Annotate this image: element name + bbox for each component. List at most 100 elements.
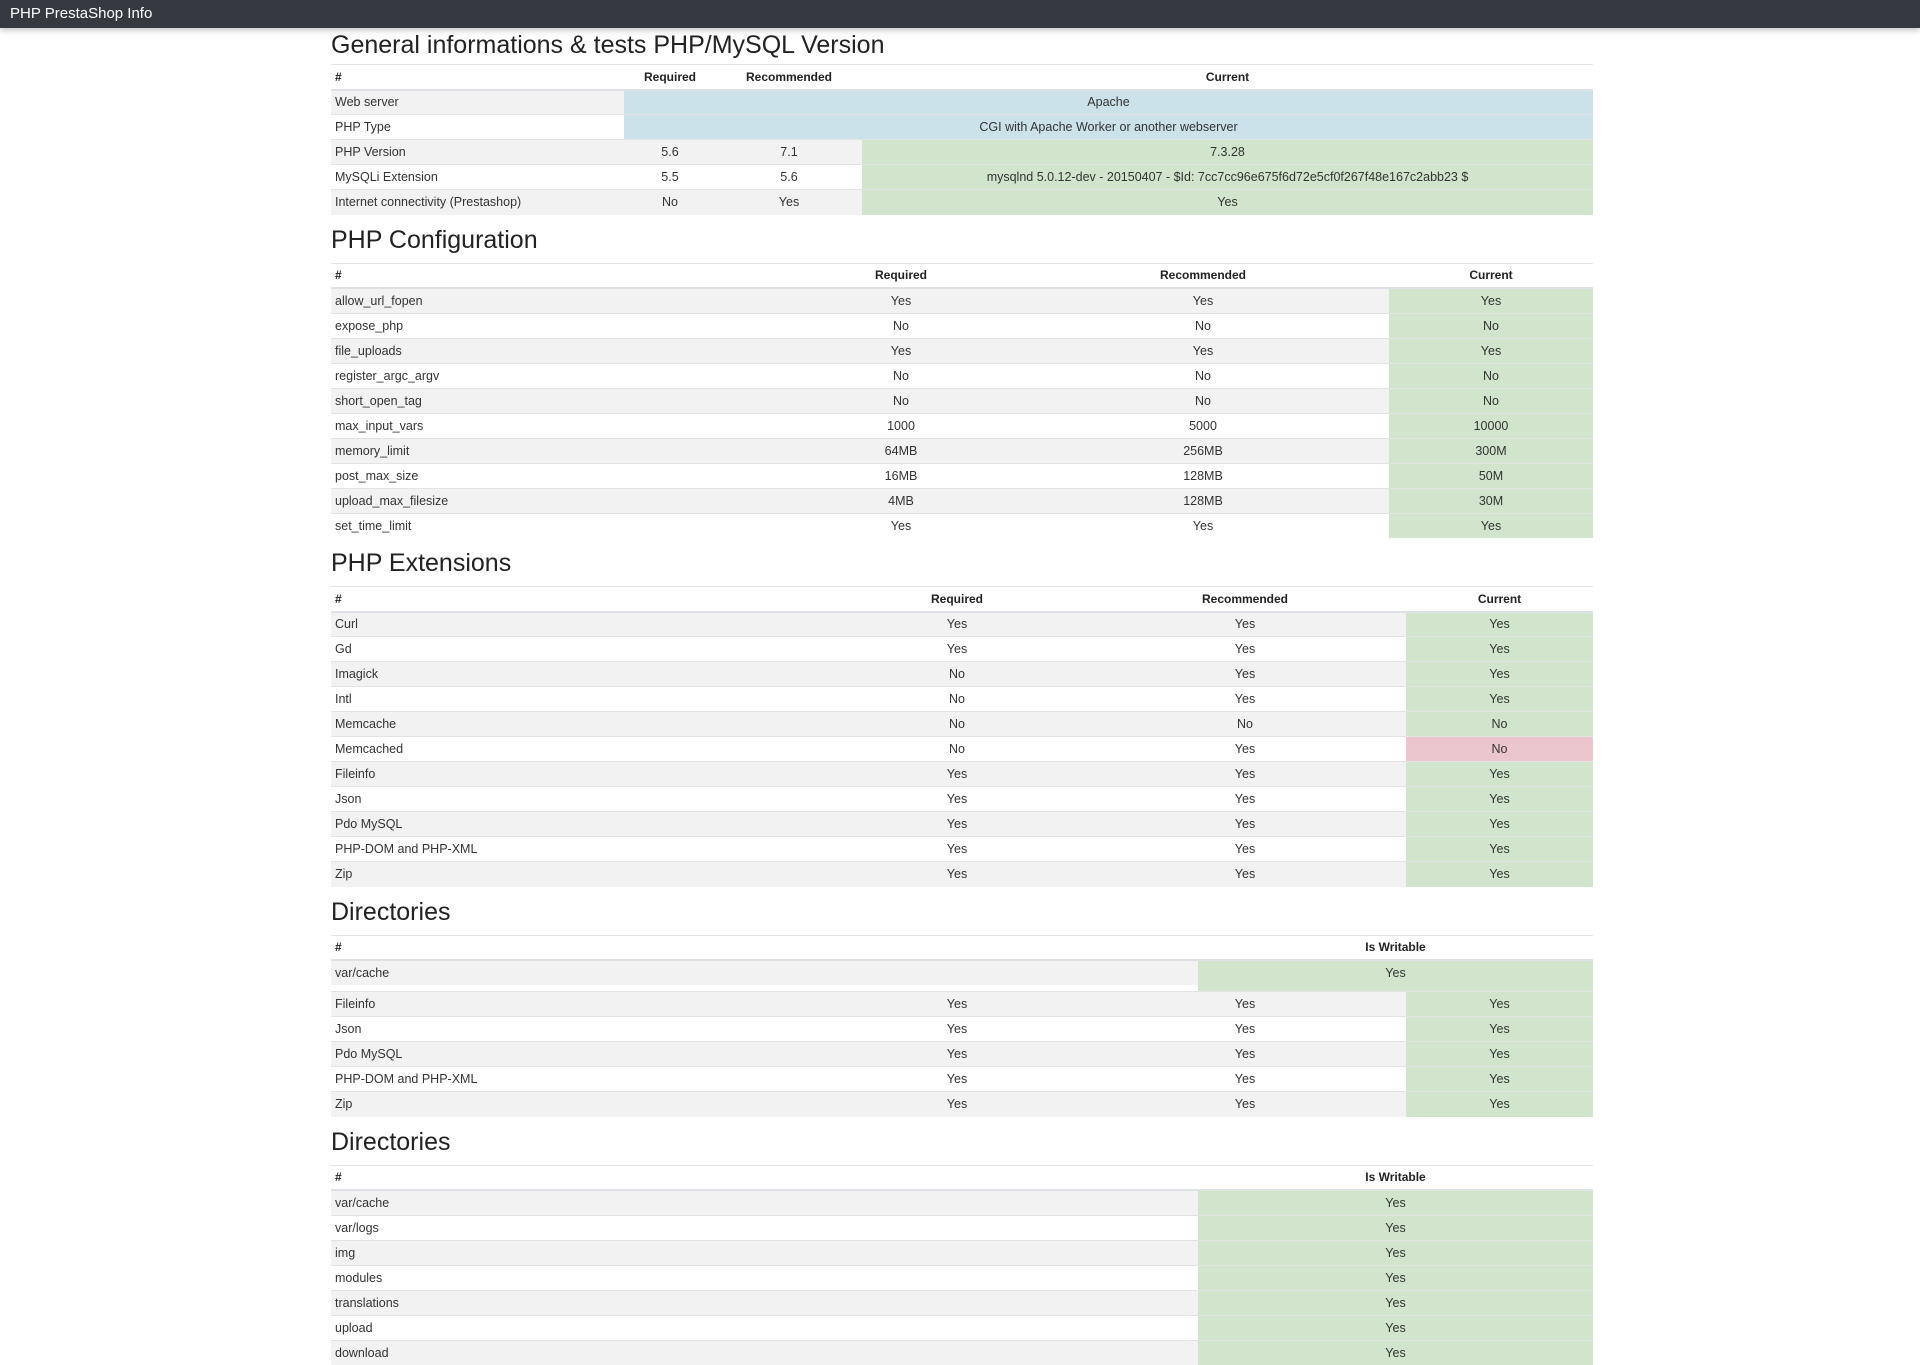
current-value: Yes [1406, 862, 1593, 887]
value-cell: Yes [1084, 612, 1406, 637]
row-label: Web server [331, 90, 624, 115]
row-label: PHP-DOM and PHP-XML [331, 837, 830, 862]
section-title: PHP Extensions [331, 538, 1593, 586]
row-label: translations [331, 1290, 1198, 1315]
column-header: Required [785, 263, 1017, 288]
value-cell: Yes [830, 762, 1084, 787]
main-content: General informations & tests PHP/MySQL V… [331, 28, 1593, 1365]
column-header: Recommended [1017, 263, 1389, 288]
value-cell: No [1017, 313, 1389, 338]
row-label: set_time_limit [331, 513, 785, 538]
row-label: Pdo MySQL [331, 1042, 830, 1067]
current-value: Yes [1198, 1215, 1593, 1240]
current-value: Yes [1406, 1092, 1593, 1117]
value-cell: No [624, 190, 716, 215]
current-value: Yes [1198, 1265, 1593, 1290]
row-label: Memcache [331, 712, 830, 737]
current-value: Yes [1406, 637, 1593, 662]
current-value: Yes [1406, 1017, 1593, 1042]
section-title: General informations & tests PHP/MySQL V… [331, 28, 1593, 64]
column-header: Is Writable [1198, 1165, 1593, 1190]
value-cell: Yes [1084, 787, 1406, 812]
column-header: # [331, 935, 1198, 960]
row-label: PHP Version [331, 140, 624, 165]
current-value: Yes [1198, 1290, 1593, 1315]
value-cell: Yes [785, 288, 1017, 313]
row-label: MySQLi Extension [331, 165, 624, 190]
value-cell: No [830, 737, 1084, 762]
value-cell: No [830, 662, 1084, 687]
current-value: 30M [1389, 488, 1593, 513]
value-cell: 5.6 [624, 140, 716, 165]
row-label: upload_max_filesize [331, 488, 785, 513]
column-header: Recommended [716, 65, 862, 90]
value-cell: 5.5 [624, 165, 716, 190]
column-header: # [331, 1165, 1198, 1190]
value-cell: 5000 [1017, 413, 1389, 438]
row-label: post_max_size [331, 463, 785, 488]
value-cell: 256MB [1017, 438, 1389, 463]
value-cell: Yes [830, 637, 1084, 662]
value-cell: Yes [830, 1067, 1084, 1092]
current-value: No [1389, 388, 1593, 413]
column-header: Current [1389, 263, 1593, 288]
value-cell: Yes [830, 787, 1084, 812]
value-cell: Yes [785, 513, 1017, 538]
current-value: Apache [624, 90, 1593, 115]
value-cell: Yes [1084, 837, 1406, 862]
current-value: mysqlnd 5.0.12-dev - 20150407 - $Id: 7cc… [862, 165, 1593, 190]
row-label: Zip [331, 1092, 830, 1117]
current-value: Yes [1389, 513, 1593, 538]
column-header: Recommended [1084, 587, 1406, 612]
value-cell: 16MB [785, 463, 1017, 488]
value-cell: Yes [1084, 637, 1406, 662]
value-cell: Yes [830, 1042, 1084, 1067]
value-cell: Yes [830, 862, 1084, 887]
value-cell: Yes [830, 612, 1084, 637]
current-value: No [1389, 363, 1593, 388]
value-cell: 7.1 [716, 140, 862, 165]
row-label: download [331, 1340, 1198, 1365]
current-value: Yes [862, 190, 1593, 215]
table-header-row: #Is Writable [331, 1165, 1593, 1190]
current-value: CGI with Apache Worker or another webser… [624, 115, 1593, 140]
value-cell: No [785, 313, 1017, 338]
value-cell: Yes [830, 837, 1084, 862]
value-cell: 128MB [1017, 463, 1389, 488]
row-label: Memcached [331, 737, 830, 762]
row-label: var/cache [331, 960, 1198, 985]
row-label: PHP Type [331, 115, 624, 140]
table-header-row: #Is Writable [331, 935, 1593, 960]
current-value: Yes [1198, 1340, 1593, 1365]
value-cell: Yes [1017, 288, 1389, 313]
value-cell: 5.6 [716, 165, 862, 190]
current-value: No [1406, 712, 1593, 737]
current-value: Yes [1406, 992, 1593, 1017]
row-label: var/cache [331, 1190, 1198, 1215]
current-value: Yes [1389, 338, 1593, 363]
row-label: modules [331, 1265, 1198, 1290]
current-value: Yes [1406, 612, 1593, 637]
